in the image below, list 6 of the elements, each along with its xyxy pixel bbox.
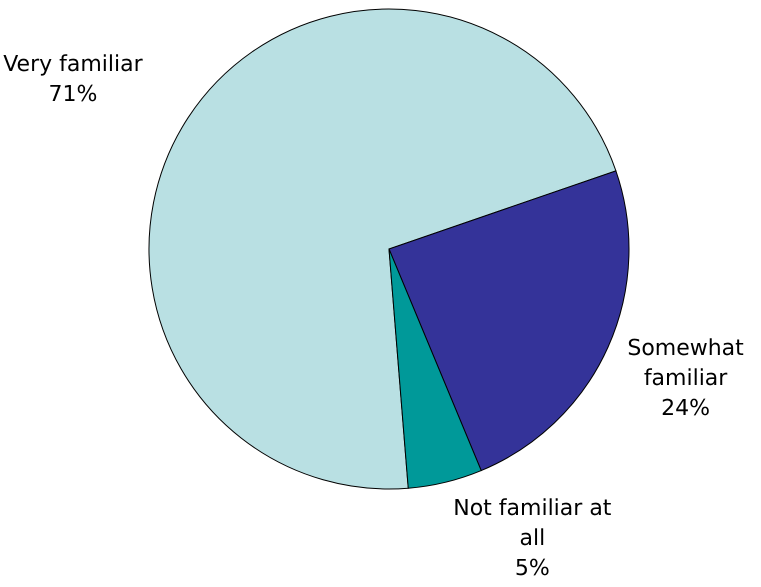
- slice-label: Very familiar: [3, 52, 144, 78]
- data-label: 24%: [661, 396, 710, 421]
- data-label: 71%: [48, 82, 98, 108]
- slice-label: Not familiar at all: [453, 496, 612, 551]
- data-label: 5%: [514, 556, 550, 581]
- slice-label: Somewhat familiar: [627, 336, 744, 391]
